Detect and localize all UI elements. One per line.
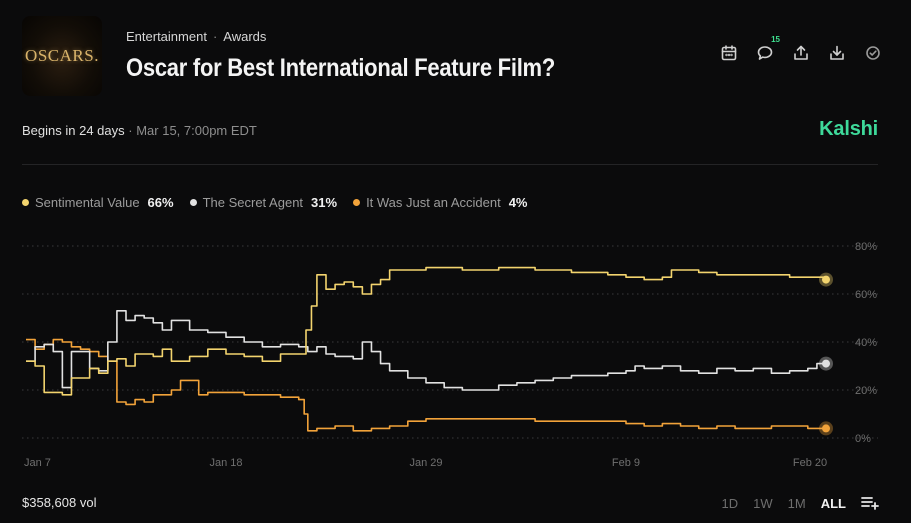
toolbar: 15	[720, 35, 882, 62]
meta-separator: ·	[128, 123, 133, 138]
legend-swatch	[22, 199, 29, 206]
legend-series-value: 4%	[508, 195, 528, 210]
market-thumbnail: OSCARS.	[22, 16, 102, 96]
range-all[interactable]: ALL	[820, 496, 846, 511]
series-endpoint	[822, 424, 830, 433]
breadcrumb-separator: ·	[212, 29, 218, 44]
series-line	[26, 338, 826, 432]
series-line	[26, 266, 827, 396]
range-1d[interactable]: 1D	[721, 496, 739, 511]
calendar-icon[interactable]	[720, 44, 738, 62]
kalshi-logo[interactable]: Kalshi	[819, 118, 878, 140]
legend-item[interactable]: The Secret Agent 31%	[189, 195, 338, 210]
share-icon[interactable]	[792, 44, 810, 62]
breadcrumb: Entertainment · Awards	[126, 29, 266, 44]
y-tick-label: 20%	[855, 385, 877, 397]
market-header: OSCARS. Entertainment · Awards Oscar for B…	[22, 16, 882, 98]
y-tick-label: 80%	[855, 241, 877, 253]
chart-legend: Sentimental Value 66% The Secret Agent 31% I…	[22, 195, 528, 210]
x-tick-label: Feb 9	[612, 457, 640, 469]
volume-label: $358,608 vol	[22, 495, 97, 510]
legend-series-value: 31%	[311, 195, 338, 210]
begins-countdown: Begins in 24 days	[22, 123, 125, 138]
range-1m[interactable]: 1M	[787, 496, 806, 511]
legend-item[interactable]: It Was Just an Accident 4%	[353, 195, 528, 210]
y-tick-label: 40%	[855, 337, 877, 349]
download-icon[interactable]	[828, 44, 846, 62]
breadcrumb-subcategory[interactable]: Awards	[223, 29, 267, 44]
y-tick-label: 0%	[855, 433, 871, 445]
comment-icon[interactable]: 15	[756, 35, 780, 62]
x-tick-label: Jan 29	[409, 457, 442, 469]
check-circle-icon[interactable]	[864, 44, 882, 62]
x-tick-label: Jan 7	[24, 457, 51, 469]
series-line	[26, 310, 826, 391]
x-tick-label: Feb 20	[793, 457, 827, 469]
range-1w[interactable]: 1W	[753, 496, 773, 511]
legend-series-name: It Was Just an Accident	[366, 195, 501, 210]
page-title: Oscar for Best International Feature Fil…	[126, 54, 556, 82]
series-endpoint	[822, 359, 830, 368]
y-tick-label: 60%	[855, 289, 877, 301]
oscars-logo: OSCARS.	[25, 46, 99, 65]
legend-series-value: 66%	[147, 195, 174, 210]
event-date: Mar 15, 7:00pm EDT	[136, 123, 257, 138]
divider	[22, 164, 878, 165]
chart-settings-icon[interactable]	[861, 494, 879, 513]
legend-swatch	[189, 199, 197, 206]
legend-swatch	[353, 199, 361, 206]
market-schedule: Begins in 24 days · Mar 15, 7:00pm EDT	[22, 123, 257, 138]
legend-series-name: The Secret Agent	[202, 195, 304, 210]
price-history-chart[interactable]: 0% 20% 40% 60% 80% Jan 7 Jan 18 Jan 29 Feb 9 Feb …	[0, 228, 911, 473]
time-range-selector: 1D 1W 1M ALL	[722, 494, 879, 513]
comment-count: 15	[771, 35, 780, 44]
series-endpoint	[822, 275, 830, 284]
legend-series-name: Sentimental Value	[35, 195, 140, 210]
breadcrumb-category[interactable]: Entertainment	[126, 29, 207, 44]
x-tick-label: Jan 18	[209, 457, 242, 469]
legend-item[interactable]: Sentimental Value 66%	[22, 195, 174, 210]
